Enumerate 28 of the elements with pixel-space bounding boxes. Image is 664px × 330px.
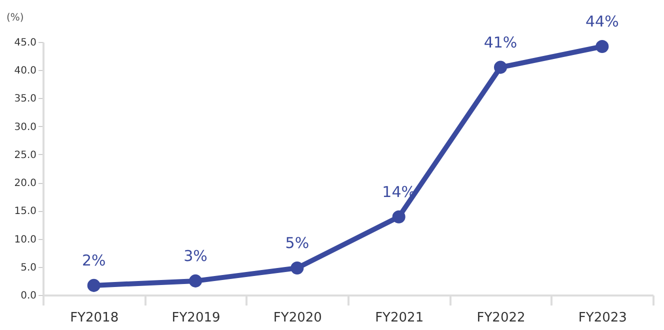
point	[494, 60, 508, 74]
y-axis-title: (%)	[6, 12, 24, 24]
y-tick-label: 30.0	[14, 122, 36, 133]
data-label: 3%	[184, 246, 208, 265]
x-tick-label: FY2018	[70, 310, 119, 326]
y-tick-label: 5.0	[20, 262, 36, 274]
point	[290, 262, 304, 275]
y-tick-label: 45.0	[14, 38, 36, 48]
point	[392, 210, 406, 224]
data-label: 41%	[484, 33, 518, 52]
x-tick-label: FY2022	[476, 310, 526, 326]
data-label: 2%	[82, 251, 106, 270]
y-tick-label: 25.0	[14, 150, 36, 161]
point	[596, 40, 609, 54]
point	[188, 274, 202, 288]
y-tick-label: 10.0	[14, 234, 36, 246]
y-tick-label: 35.0	[14, 94, 36, 105]
x-tick-label: FY2023	[578, 310, 627, 326]
y-tick-label: 40.0	[14, 66, 36, 77]
data-label: 5%	[285, 234, 310, 252]
y-tick-label: 20.0	[14, 178, 36, 190]
y-tick-label: 15.0	[14, 206, 36, 218]
point	[87, 278, 100, 292]
x-tick-label: FY2020	[273, 310, 322, 326]
x-tick-label: FY2021	[375, 310, 424, 326]
x-tick-label: FY2019	[172, 310, 220, 326]
y-tick-label: 0.0	[20, 290, 36, 302]
data-label: 44%	[585, 12, 619, 30]
